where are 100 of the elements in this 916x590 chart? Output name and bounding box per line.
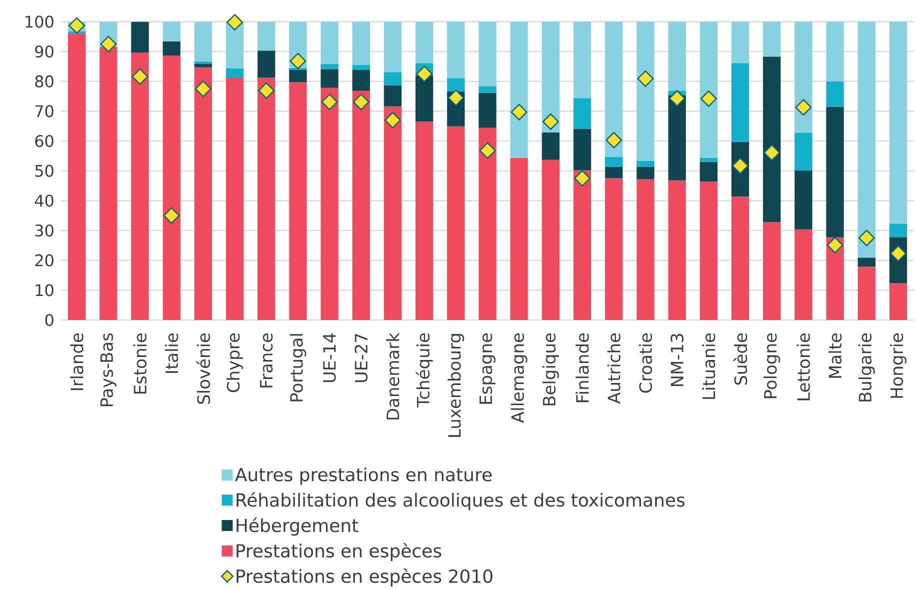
point xyxy=(416,66,433,82)
bar xyxy=(794,170,812,230)
point xyxy=(700,90,717,107)
point xyxy=(668,90,686,107)
bar xyxy=(194,61,212,64)
bar xyxy=(384,106,402,320)
bar xyxy=(352,22,370,65)
bar xyxy=(258,77,276,320)
x-tick-label: Tchéquie xyxy=(416,333,433,408)
x-tick-label: Espagne xyxy=(480,333,496,404)
x-tick-label: Pologne xyxy=(764,333,780,398)
x-tick-label: Chypre xyxy=(226,333,243,392)
point xyxy=(384,112,402,128)
bar xyxy=(858,22,876,258)
bar xyxy=(68,34,86,320)
x-tick-label: Pays-Bas xyxy=(100,333,116,406)
bar xyxy=(794,229,812,320)
x-tick-label: Estonie xyxy=(133,333,147,394)
legend-label: Prestations en espèces 2010 xyxy=(236,568,492,586)
point xyxy=(352,94,370,110)
bar xyxy=(131,22,149,53)
bar xyxy=(320,22,338,64)
bar xyxy=(700,182,718,320)
bar xyxy=(352,70,370,91)
bar xyxy=(731,22,750,64)
bar xyxy=(289,82,307,320)
bar xyxy=(510,158,528,320)
bar xyxy=(352,64,370,70)
bar xyxy=(858,258,876,267)
bar xyxy=(226,68,244,78)
bar xyxy=(731,196,750,320)
bar xyxy=(384,85,402,106)
bar xyxy=(636,166,654,180)
point xyxy=(479,142,496,159)
y-tick-label: 0 xyxy=(45,314,54,326)
bar xyxy=(162,22,180,42)
bar xyxy=(636,22,654,162)
bar xyxy=(826,106,844,238)
bar xyxy=(415,122,434,320)
bar xyxy=(478,86,496,93)
point xyxy=(574,170,591,187)
point xyxy=(163,207,180,224)
x-tick-label: Malte xyxy=(828,333,842,378)
bar xyxy=(826,81,844,107)
point xyxy=(732,157,749,174)
bar xyxy=(320,88,338,320)
bar xyxy=(542,160,560,320)
x-tick-label: Croatie xyxy=(638,333,652,393)
x-tick-label: Belgique xyxy=(542,333,559,406)
x-tick-label: Finlande xyxy=(576,333,589,402)
x-tick-label: Portugal xyxy=(290,334,306,402)
bar xyxy=(384,22,402,72)
point xyxy=(764,144,780,161)
x-tick-label: Luxembourg xyxy=(448,334,464,437)
y-tick-label: 40 xyxy=(34,194,54,207)
bar xyxy=(573,170,592,320)
point xyxy=(132,68,148,85)
bar xyxy=(384,72,402,86)
bar xyxy=(889,283,908,320)
y-tick-label: 70 xyxy=(35,105,54,118)
x-tick-label: France xyxy=(260,333,273,388)
y-tick-label: 60 xyxy=(35,134,54,148)
bar xyxy=(762,22,781,57)
bar xyxy=(447,22,465,78)
bar xyxy=(258,22,276,51)
legend-label: Réhabilitation des alcooliques et des toxicomanes xyxy=(236,492,685,510)
x-tick-label: Lituanie xyxy=(702,333,716,399)
bar xyxy=(415,22,434,64)
bar xyxy=(636,179,654,320)
bar xyxy=(320,64,338,70)
bar xyxy=(447,126,465,320)
bar xyxy=(826,22,844,82)
bar xyxy=(478,22,496,86)
bar xyxy=(542,132,560,160)
x-tick-label: Autriche xyxy=(607,333,620,404)
x-tick-label: Suède xyxy=(733,333,748,385)
point xyxy=(637,70,654,87)
bar xyxy=(794,132,812,171)
legend-label: Hébergement xyxy=(236,518,358,536)
y-tick-label: 90 xyxy=(35,45,54,58)
point xyxy=(858,230,875,246)
x-tick-label: UE-27 xyxy=(354,334,368,382)
bar xyxy=(194,22,212,62)
bar xyxy=(858,266,876,320)
bar xyxy=(636,161,654,167)
bar xyxy=(605,22,623,157)
x-tick-label: Lettonie xyxy=(796,333,810,400)
bar xyxy=(320,69,338,88)
point xyxy=(542,113,559,130)
bar xyxy=(700,162,718,182)
bar xyxy=(162,41,180,56)
bar xyxy=(542,22,560,132)
x-tick-label: Irlande xyxy=(70,333,84,390)
x-tick-label: Allemagne xyxy=(510,333,528,423)
x-tick-label: Danemark xyxy=(386,332,400,420)
bar xyxy=(573,22,592,98)
bar xyxy=(162,56,180,320)
bar xyxy=(762,56,781,222)
bar xyxy=(194,67,212,320)
bar xyxy=(668,180,686,320)
